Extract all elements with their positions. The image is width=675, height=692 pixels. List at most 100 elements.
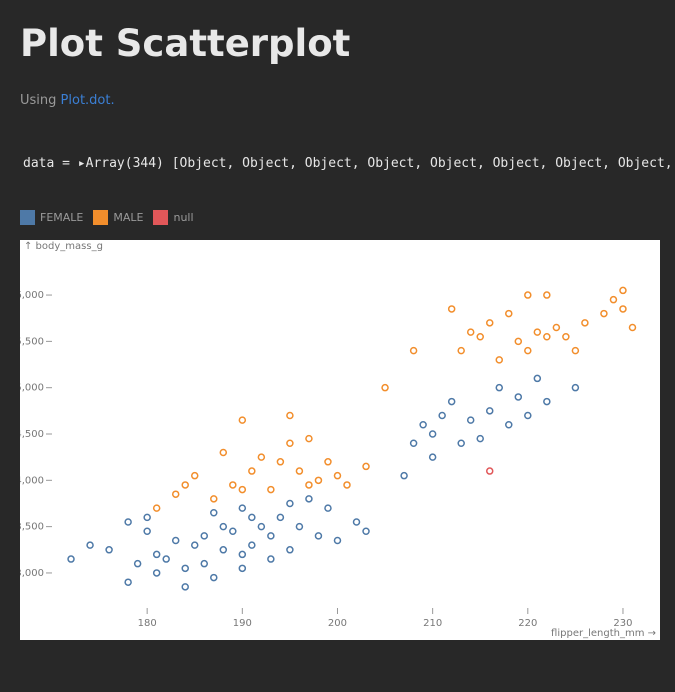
dot: [219, 522, 228, 531]
dot: [267, 555, 275, 563]
dot: [229, 481, 237, 489]
dot: [533, 374, 542, 383]
dot: [362, 462, 370, 471]
dot: [543, 397, 551, 406]
intro-text: Using: [20, 93, 57, 108]
legend-item: null: [153, 210, 194, 225]
y-tick-label: 3,500: [20, 522, 44, 533]
legend-item: FEMALE: [20, 210, 83, 225]
legend-label: MALE: [113, 211, 144, 224]
dot: [124, 578, 132, 586]
dot: [295, 522, 304, 531]
dot: [552, 323, 561, 332]
x-axis-label: flipper_length_mm →: [551, 628, 656, 639]
dot: [133, 559, 142, 568]
legend-swatch: [153, 210, 169, 225]
y-tick-label: 4,500: [20, 429, 44, 440]
dot: [181, 583, 189, 591]
dot: [105, 546, 113, 554]
dot: [238, 485, 247, 494]
dot: [324, 504, 332, 512]
code-cell[interactable]: data = ▸Array(344) [Object, Object, Obje…: [23, 156, 675, 171]
dot: [257, 453, 266, 461]
dot: [400, 471, 408, 480]
dot: [276, 513, 285, 522]
dot: [466, 328, 475, 336]
dot: [628, 323, 637, 332]
dot: [476, 434, 484, 443]
link[interactable]: Plot.dot.: [60, 93, 115, 108]
dot: [609, 295, 618, 304]
dot: [495, 383, 504, 392]
dot: [524, 291, 532, 299]
dot: [229, 527, 237, 536]
y-tick-label: 5,000: [20, 383, 44, 394]
y-tick-label: 5,500: [20, 336, 44, 347]
legend-item: MALE: [93, 210, 143, 225]
intro: Using Plot.dot.: [20, 93, 115, 108]
dot: [219, 546, 228, 554]
dot: [171, 536, 180, 545]
dot: [200, 559, 209, 568]
dot: [210, 573, 218, 582]
dot: [219, 448, 228, 457]
dot: [524, 411, 532, 420]
dot: [428, 430, 437, 438]
dot: [152, 550, 161, 559]
dot: [152, 504, 161, 512]
dot: [314, 476, 323, 485]
x-tick-label: 210: [423, 618, 442, 629]
dot: [190, 541, 199, 549]
dot: [190, 471, 199, 480]
dot: [457, 346, 465, 355]
dot: [485, 407, 494, 415]
y-tick-label: 3,000: [20, 568, 44, 579]
dot: [362, 527, 370, 536]
dot: [257, 522, 266, 531]
dot: [543, 291, 551, 299]
legend-swatch: [93, 210, 109, 225]
dot: [562, 332, 570, 341]
dot: [514, 337, 523, 346]
x-tick-label: 200: [328, 618, 347, 629]
dot: [267, 485, 275, 494]
dot: [305, 495, 313, 503]
dot: [210, 495, 218, 503]
dot: [333, 536, 342, 545]
dot: [162, 555, 170, 563]
dot: [476, 332, 484, 341]
dot: [600, 309, 608, 318]
dot: [286, 439, 294, 448]
dot: [619, 305, 627, 313]
dot: [86, 541, 94, 549]
dot: [248, 541, 256, 549]
dot: [143, 527, 151, 536]
dot: [495, 356, 504, 364]
dot: [124, 518, 132, 526]
dot: [381, 383, 389, 392]
dot: [409, 439, 418, 448]
x-tick-label: 220: [518, 618, 537, 629]
dot: [248, 467, 256, 475]
dot: [571, 346, 580, 355]
dot: [409, 346, 418, 355]
dot: [238, 416, 247, 424]
dot: [181, 564, 189, 573]
dot: [286, 546, 294, 554]
dot: [419, 420, 427, 429]
dot: [286, 499, 294, 508]
dot: [267, 532, 275, 540]
dot: [238, 504, 247, 512]
page-title: Plot Scatterplot: [20, 22, 351, 65]
dot: [305, 481, 313, 489]
dot: [457, 439, 465, 448]
dot: [248, 513, 256, 522]
dot: [352, 518, 361, 526]
dot: [305, 434, 313, 443]
dot: [571, 383, 580, 392]
dot: [533, 328, 542, 336]
dot: [295, 467, 304, 475]
dot: [276, 458, 285, 466]
dot: [485, 467, 494, 475]
